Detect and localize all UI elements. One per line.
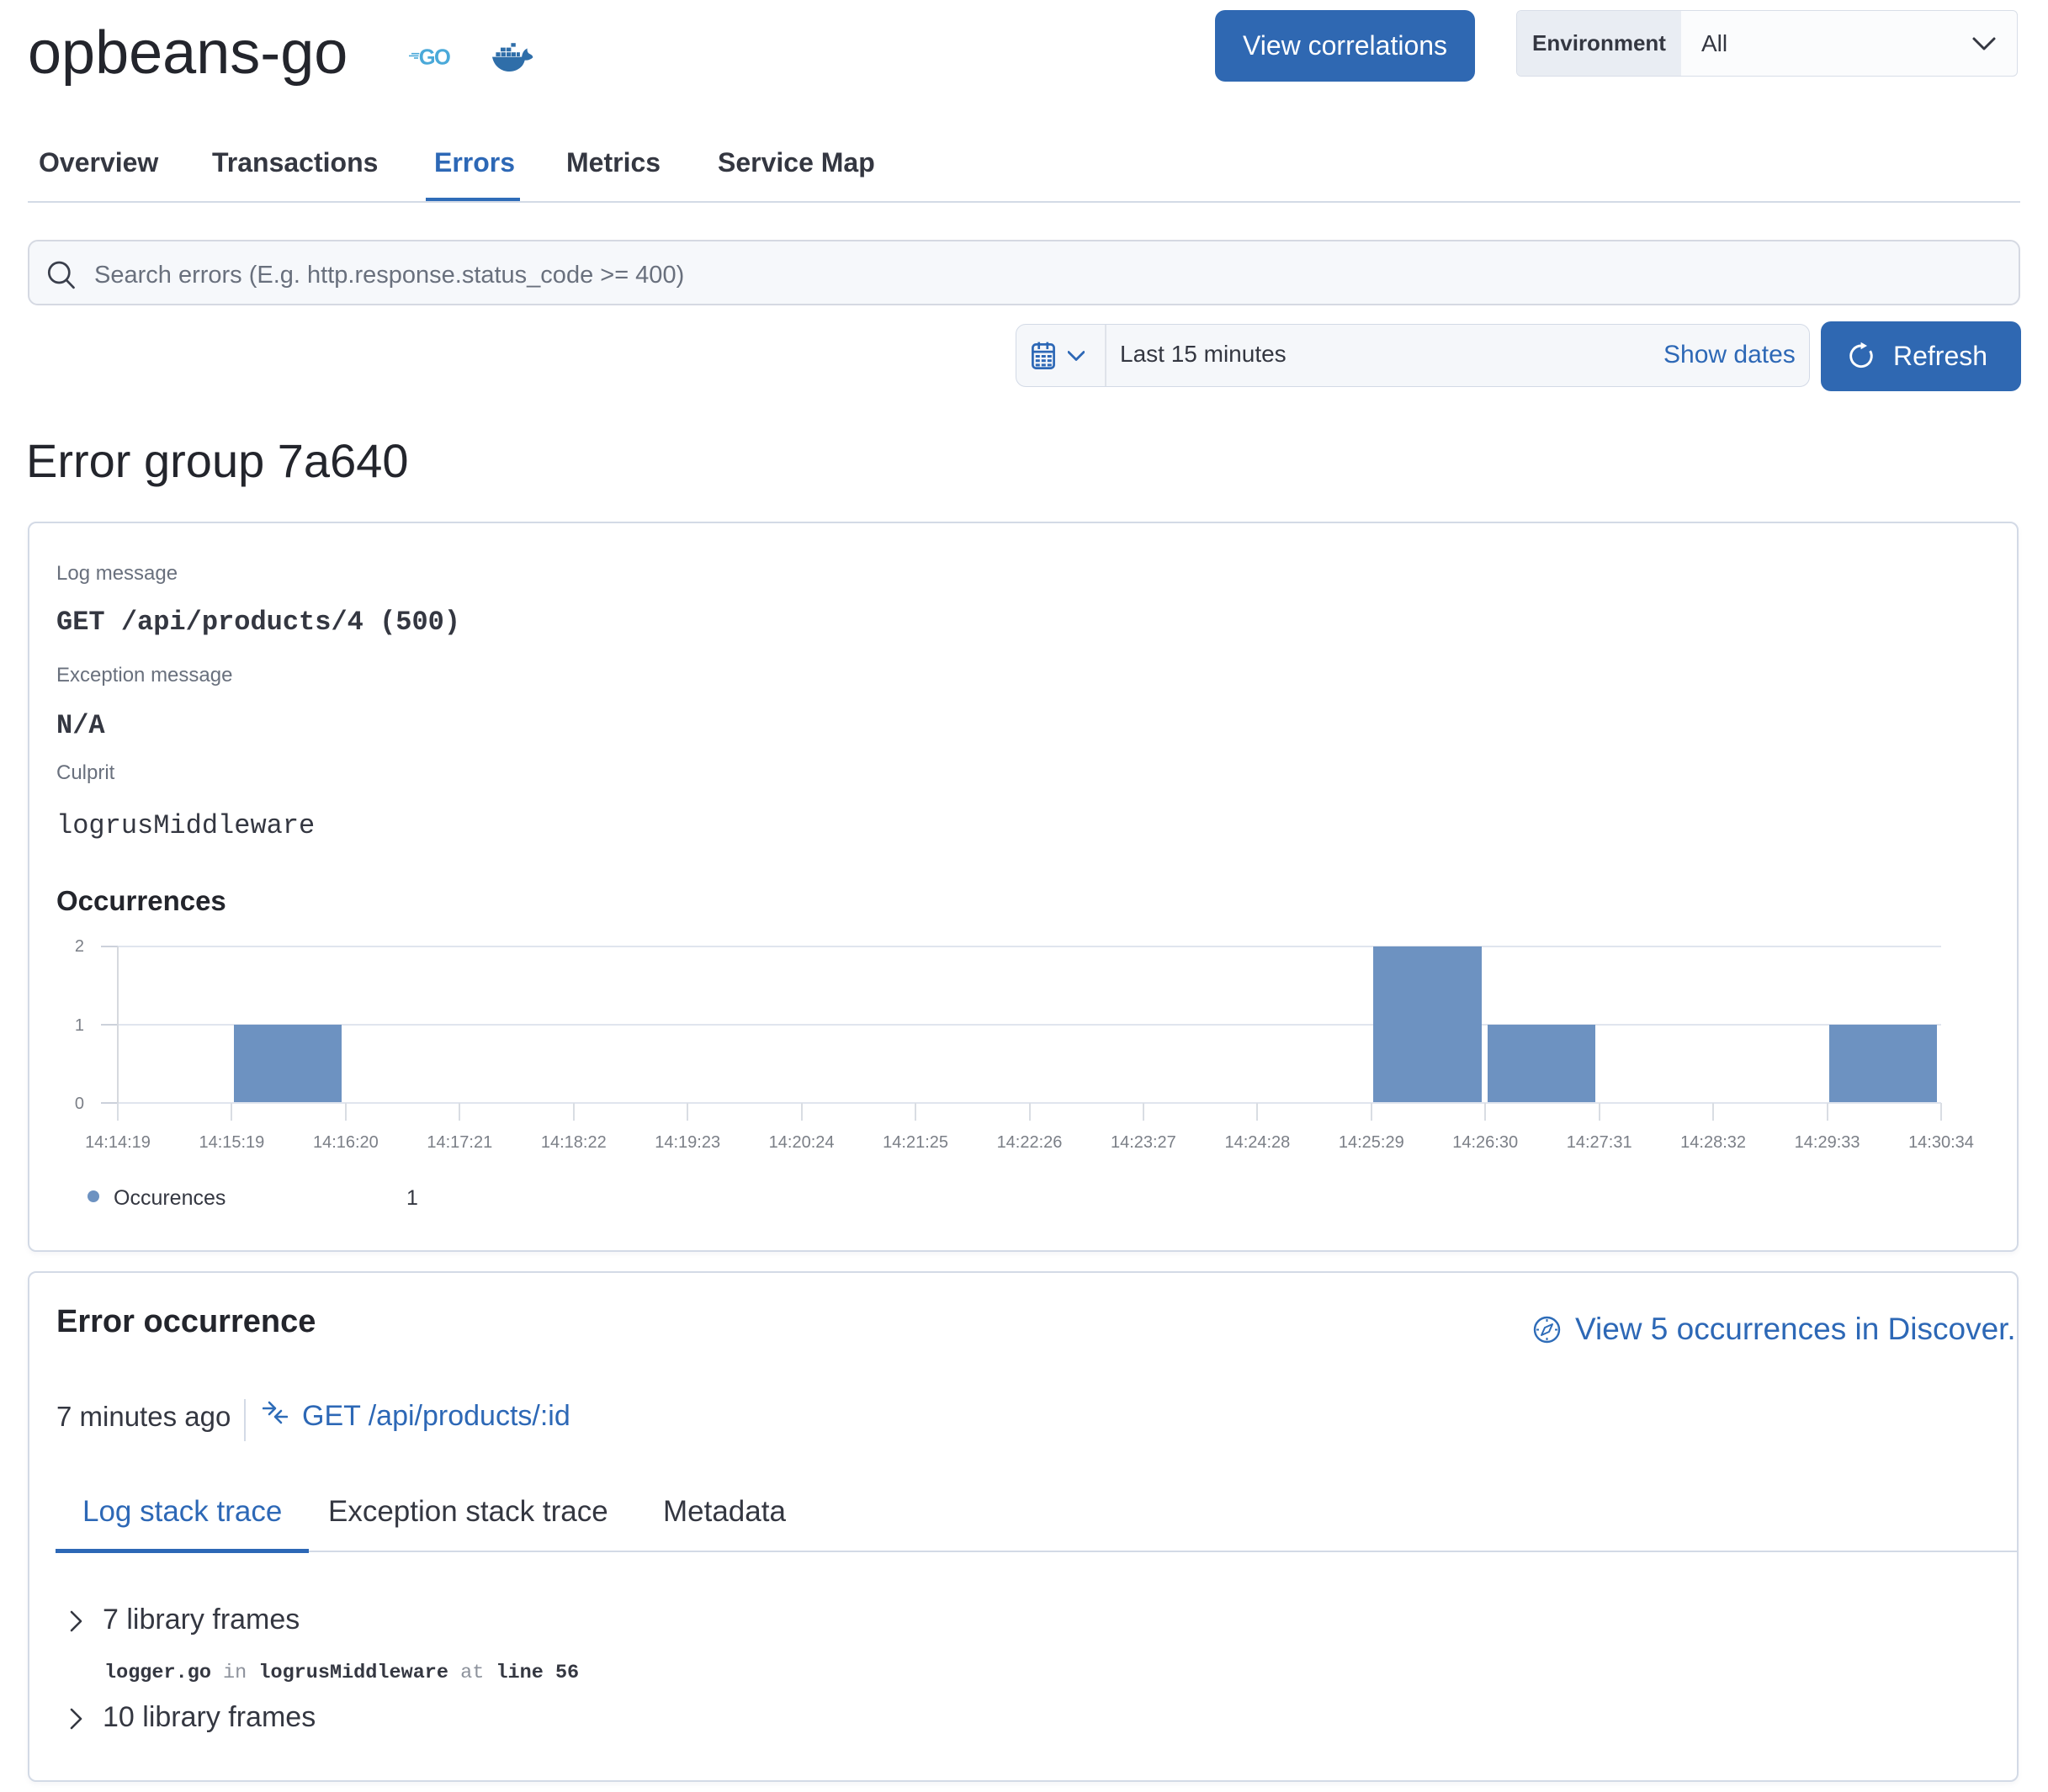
svg-text:GO: GO	[419, 46, 450, 69]
